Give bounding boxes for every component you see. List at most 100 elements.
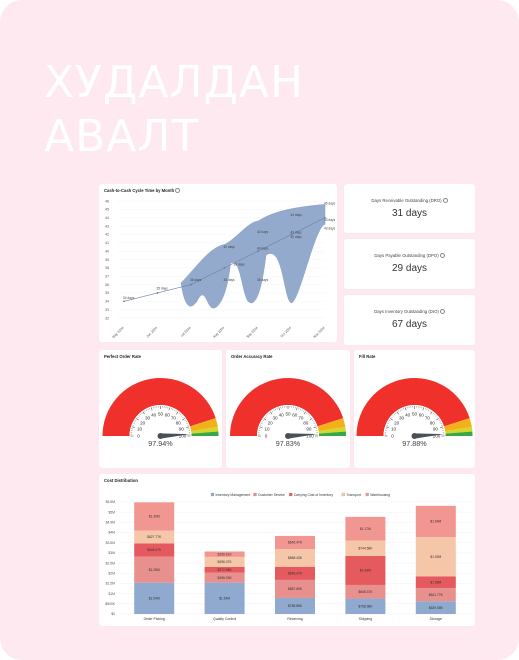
y-tick-label: 35 bbox=[105, 291, 109, 295]
gauge-tick bbox=[137, 416, 139, 418]
gauge-tick bbox=[433, 414, 436, 416]
gauge-tick bbox=[170, 408, 172, 410]
gauge-tick bbox=[136, 418, 139, 421]
gauge-tick bbox=[396, 411, 399, 415]
gauge-band-orange bbox=[443, 418, 472, 432]
hero-title-line-2: АВАЛТ bbox=[44, 111, 200, 162]
gauge-tick bbox=[131, 426, 135, 428]
bar-data-label: $646.47K bbox=[288, 541, 303, 545]
gauge-tick bbox=[299, 408, 301, 411]
gauge-tick bbox=[430, 411, 433, 415]
data-label: 43 days bbox=[324, 218, 336, 222]
gauge-tick bbox=[312, 421, 315, 423]
bar-data-label: $1.92M bbox=[430, 555, 441, 559]
y-tick-label: $1.5M bbox=[106, 582, 116, 586]
y-tick-label: 36 bbox=[105, 283, 109, 287]
gauge-value: 97.83% bbox=[275, 439, 301, 448]
trend-point bbox=[257, 250, 259, 253]
y-tick-label: $4M bbox=[108, 531, 115, 535]
data-label: 36 days bbox=[190, 278, 202, 282]
gauge-tick bbox=[271, 410, 273, 413]
gauge-tick-label: 10 bbox=[391, 427, 397, 432]
info-icon[interactable] bbox=[439, 253, 445, 259]
gauge-tick bbox=[147, 408, 149, 411]
info-icon[interactable] bbox=[439, 309, 445, 315]
gauge-title: Perfect Order Rate bbox=[104, 354, 142, 359]
bar-data-label: $758.98K bbox=[358, 604, 373, 608]
y-tick-label: 39 bbox=[105, 258, 109, 262]
gauge-tick-label: 60 bbox=[292, 413, 298, 418]
gauge-tick-label: 40 bbox=[279, 413, 285, 418]
gauge-tick bbox=[174, 409, 176, 412]
info-icon[interactable] bbox=[442, 198, 448, 204]
gauge-needle-hub bbox=[285, 433, 291, 439]
gauge-needle bbox=[414, 433, 444, 439]
gauge-tick bbox=[138, 415, 140, 417]
bar-data-label: $668.37K bbox=[358, 590, 373, 594]
gauge-tick-label: 80 bbox=[303, 421, 309, 426]
gauge-tick bbox=[298, 408, 300, 410]
hero-title-line-1: ХУДАЛДАН bbox=[44, 57, 305, 108]
data-label: 38 days bbox=[234, 262, 246, 266]
bar-data-label: $1.54M bbox=[149, 597, 160, 601]
legend-swatch bbox=[365, 492, 369, 497]
bar-segment bbox=[415, 601, 456, 614]
bar-segment bbox=[204, 567, 245, 573]
gauge-tick bbox=[313, 426, 317, 428]
legend-label: Warehousing bbox=[370, 493, 390, 497]
gauge-tick-label: 50 bbox=[158, 412, 164, 417]
gauge-tick bbox=[150, 407, 153, 411]
bar-segment bbox=[204, 551, 245, 557]
gauge-tick bbox=[135, 419, 137, 421]
info-icon[interactable] bbox=[175, 188, 181, 194]
gauge-tick bbox=[186, 424, 189, 426]
y-tick-label: 33 bbox=[105, 308, 109, 312]
x-tick-label: Jul 2024 bbox=[180, 326, 192, 338]
gauge-tick-label: 70 bbox=[298, 416, 304, 421]
x-tick-label: May 2024 bbox=[111, 326, 124, 339]
x-tick-label: Oct 2024 bbox=[280, 326, 293, 339]
gauge-tick bbox=[306, 412, 308, 415]
bar-data-label: $1.28M bbox=[149, 568, 160, 572]
gauge-tick bbox=[142, 411, 145, 415]
kpi-value-dio: 67 days bbox=[391, 319, 428, 330]
gauge-tick-label: 0 bbox=[265, 434, 268, 439]
gauge-tick bbox=[311, 419, 314, 421]
bar-data-label: $1.43M bbox=[360, 569, 371, 573]
gauge-tick bbox=[296, 407, 298, 411]
bar-data-label: $272.98K bbox=[218, 568, 233, 572]
gauge-tick bbox=[172, 408, 174, 411]
gauge-tick bbox=[440, 424, 443, 426]
gauge-tick-label: 50 bbox=[285, 412, 291, 417]
gauge-tick bbox=[308, 415, 310, 417]
y-tick-label: 34 bbox=[105, 300, 109, 304]
gauge-tick-label: 10 bbox=[265, 427, 271, 432]
gauge-tick bbox=[385, 426, 389, 428]
cost-chart: $5.5M $5M $4.5M $4M $3.5M $3M $2.5M $2M $1.5M $1M… bbox=[105, 492, 471, 621]
y-tick-label: 46 bbox=[105, 199, 109, 203]
bar-segment bbox=[134, 543, 175, 557]
gauge-needle-hub bbox=[157, 433, 164, 439]
y-tick-label: 32 bbox=[105, 316, 109, 320]
gauge-tick bbox=[432, 412, 434, 415]
data-label: 36 days bbox=[257, 278, 269, 282]
trend-point bbox=[290, 233, 293, 236]
bar-data-label: $496.03K bbox=[218, 576, 233, 580]
kpi-label-dio: Days Inventory Outstanding (DIO) bbox=[344, 309, 475, 315]
bar-data-label: $1.54M bbox=[430, 520, 441, 524]
kpi-card-dro: Days Receivable Outstanding (DRO) 31 day… bbox=[344, 184, 475, 233]
gauge-title: Order Accuracy Rate bbox=[231, 354, 273, 359]
gauge-tick-label: 30 bbox=[399, 416, 405, 421]
bar-segment bbox=[345, 540, 386, 556]
gauge-tick bbox=[429, 410, 431, 413]
y-tick-label: $500K bbox=[105, 602, 116, 606]
gauge-tick bbox=[428, 409, 430, 412]
area-series bbox=[180, 204, 326, 309]
gauge-band-orange bbox=[317, 418, 346, 432]
gauge-tick bbox=[440, 423, 442, 425]
gauge-tick bbox=[422, 407, 425, 411]
y-tick-label: 40 bbox=[105, 249, 109, 253]
gauge-tick bbox=[276, 408, 278, 410]
gauge-band-yellow bbox=[191, 426, 219, 434]
gauge-card-order-accuracy: Order Accuracy Rate 0 10 20 30 40 50 60 70 80 90 1… bbox=[226, 350, 350, 468]
